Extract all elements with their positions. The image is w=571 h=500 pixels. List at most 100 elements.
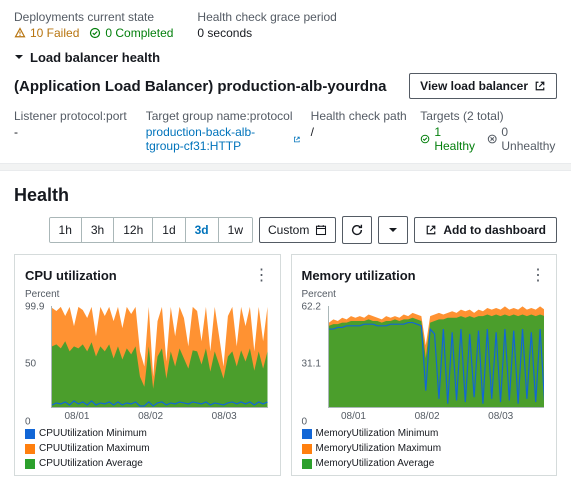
xtick: 08/02	[138, 411, 163, 422]
warning-icon	[14, 27, 26, 39]
health-heading: Health	[0, 171, 571, 216]
xtick: 08/01	[341, 411, 366, 422]
external-link-icon	[293, 134, 301, 145]
view-load-balancer-button[interactable]: View load balancer	[409, 73, 557, 99]
mem-ylabel: Percent	[302, 289, 547, 300]
grace-label: Health check grace period	[197, 10, 336, 24]
health-toolbar: 1h3h12h1d3d1w Custom Add to dashboard	[0, 216, 571, 254]
legend-swatch	[302, 444, 312, 454]
cpu-menu-button[interactable]: ⋮	[254, 265, 270, 285]
grace-period: Health check grace period 0 seconds	[197, 10, 336, 40]
legend-swatch	[25, 444, 35, 454]
custom-range-button[interactable]: Custom	[259, 217, 336, 243]
ytick: 31.1	[302, 359, 321, 370]
check-circle-icon	[89, 27, 101, 39]
target-group-link[interactable]: production-back-alb-tgroup-cf31:HTTP	[146, 125, 301, 153]
targets-label: Targets (2 total)	[420, 109, 557, 123]
mem-plot: 62.231.1008/0108/0208/03	[302, 302, 547, 422]
external-link-icon	[534, 80, 546, 92]
legend-item: MemoryUtilization Maximum	[302, 443, 442, 454]
xtick: 08/01	[64, 411, 89, 422]
range-12h[interactable]: 12h	[114, 218, 153, 242]
xtick: 08/03	[488, 411, 513, 422]
cpu-legend: CPUUtilization Minimum CPUUtilization Max…	[25, 428, 270, 469]
mem-menu-button[interactable]: ⋮	[530, 265, 546, 285]
add-to-dashboard-button[interactable]: Add to dashboard	[414, 217, 557, 243]
legend-label: MemoryUtilization Minimum	[316, 428, 439, 439]
range-1h[interactable]: 1h	[50, 218, 82, 242]
legend-swatch	[302, 429, 312, 439]
calendar-icon	[315, 224, 327, 236]
add-dash-label: Add to dashboard	[443, 223, 546, 237]
lb-title: (Application Load Balancer) production-a…	[14, 78, 387, 95]
lb-health-label: Load balancer health	[30, 50, 160, 65]
custom-label: Custom	[268, 223, 309, 237]
targets-healthy: 1 Healthy	[420, 125, 477, 153]
check-circle-icon	[420, 133, 430, 145]
ytick: 50	[25, 359, 36, 370]
legend-item: CPUUtilization Average	[25, 458, 143, 469]
refresh-icon	[350, 223, 364, 237]
range-1w[interactable]: 1w	[219, 218, 252, 242]
range-1d[interactable]: 1d	[153, 218, 185, 242]
xtick: 08/02	[415, 411, 440, 422]
legend-swatch	[302, 459, 312, 469]
ytick: 0	[25, 417, 31, 428]
ytick: 99.9	[25, 301, 44, 312]
deploy-completed-text: 0 Completed	[105, 26, 173, 40]
options-dropdown-button[interactable]	[378, 216, 408, 244]
hc-value: /	[311, 125, 411, 139]
deploy-failed-text: 10 Failed	[30, 26, 79, 40]
deploy-completed: 0 Completed	[89, 26, 173, 40]
plot-area	[328, 306, 545, 408]
tg-label: Target group name:protocol	[146, 109, 301, 123]
legend-label: MemoryUtilization Maximum	[316, 443, 442, 454]
legend-item: CPUUtilization Maximum	[25, 443, 150, 454]
refresh-button[interactable]	[342, 216, 372, 244]
legend-swatch	[25, 459, 35, 469]
legend-label: CPUUtilization Maximum	[39, 443, 150, 454]
range-3d[interactable]: 3d	[186, 218, 219, 242]
view-lb-label: View load balancer	[420, 79, 528, 93]
listener-value: -	[14, 125, 136, 139]
charts-row: CPU utilization ⋮ Percent 99.9 50 0 08/01 08…	[0, 254, 571, 490]
lb-health-expander[interactable]: Load balancer health	[14, 50, 557, 65]
ytick: 62.2	[302, 301, 321, 312]
mem-card: Memory utilization ⋮ Percent 62.2 31.1 0 08…	[291, 254, 558, 476]
deployments-section: Deployments current state 10 Failed 0 Co…	[0, 0, 571, 163]
legend-label: CPUUtilization Average	[39, 458, 143, 469]
unhealthy-text: 0 Unhealthy	[501, 125, 557, 153]
cpu-plot: 99.950008/0108/0208/03	[25, 302, 270, 422]
section-divider	[0, 163, 571, 171]
cpu-card: CPU utilization ⋮ Percent 99.9 50 0 08/01 08…	[14, 254, 281, 476]
grace-value: 0 seconds	[197, 26, 336, 40]
healthy-text: 1 Healthy	[434, 125, 477, 153]
cpu-title: CPU utilization	[25, 268, 117, 283]
external-link-icon	[425, 224, 437, 236]
legend-swatch	[25, 429, 35, 439]
deploy-state: Deployments current state 10 Failed 0 Co…	[14, 10, 173, 40]
xtick: 08/03	[212, 411, 237, 422]
x-circle-icon	[487, 133, 497, 145]
legend-item: MemoryUtilization Minimum	[302, 428, 439, 439]
caret-down-icon	[388, 225, 398, 235]
legend-item: CPUUtilization Minimum	[25, 428, 147, 439]
legend-label: MemoryUtilization Average	[316, 458, 435, 469]
deploy-failed: 10 Failed	[14, 26, 79, 40]
caret-down-icon	[14, 50, 24, 65]
plot-area	[51, 306, 268, 408]
lb-details-grid: Listener protocol:port - Target group na…	[14, 109, 557, 153]
mem-title: Memory utilization	[302, 268, 416, 283]
mem-legend: MemoryUtilization Minimum MemoryUtilizati…	[302, 428, 547, 469]
hc-label: Health check path	[311, 109, 411, 123]
time-range-segment: 1h3h12h1d3d1w	[49, 217, 253, 243]
tg-value: production-back-alb-tgroup-cf31:HTTP	[146, 125, 289, 153]
cpu-ylabel: Percent	[25, 289, 270, 300]
legend-label: CPUUtilization Minimum	[39, 428, 147, 439]
listener-label: Listener protocol:port	[14, 109, 136, 123]
deploy-state-label: Deployments current state	[14, 10, 173, 24]
targets-unhealthy: 0 Unhealthy	[487, 125, 557, 153]
ytick: 0	[302, 417, 308, 428]
range-3h[interactable]: 3h	[82, 218, 114, 242]
legend-item: MemoryUtilization Average	[302, 458, 435, 469]
